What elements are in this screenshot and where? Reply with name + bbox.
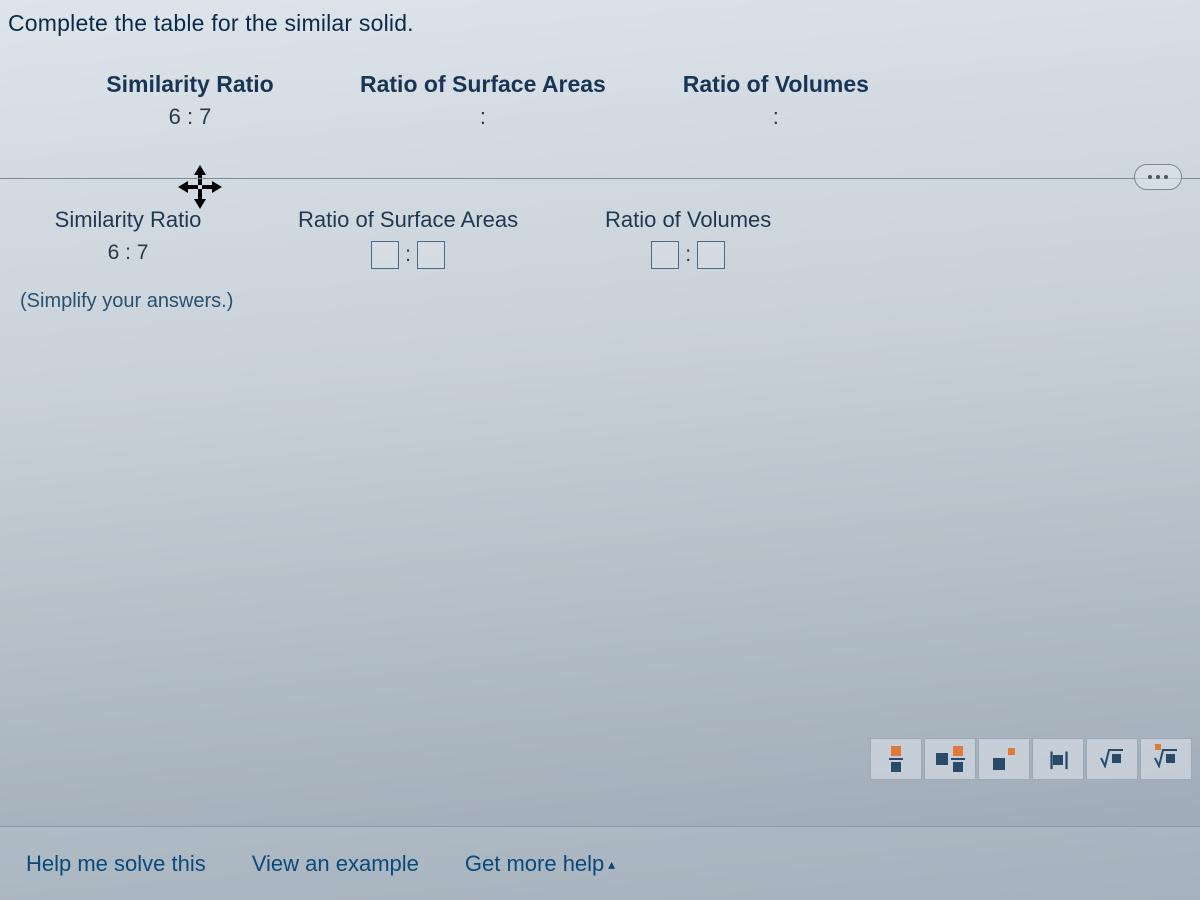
help-me-solve-link[interactable]: Help me solve this [26, 851, 206, 877]
ans-header-volume: Ratio of Volumes [578, 207, 798, 233]
ans-col-volume: Ratio of Volumes : [578, 207, 798, 274]
palette-exponent-button[interactable] [978, 738, 1030, 780]
reference-table: Similarity Ratio 6 : 7 Ratio of Surface … [0, 51, 1200, 140]
question-prompt: Complete the table for the similar solid… [0, 0, 1200, 51]
ans-value-similarity: 6 : 7 [18, 241, 238, 265]
answer-area: Similarity Ratio 6 : 7 Ratio of Surface … [0, 179, 1200, 313]
mixed-fraction-icon [936, 746, 965, 772]
palette-fraction-button[interactable] [870, 738, 922, 780]
palette-nthroot-button[interactable] [1140, 738, 1192, 780]
palette-abs-button[interactable]: || [1032, 738, 1084, 780]
volume-input-right[interactable] [697, 241, 725, 269]
ref-header-similarity: Similarity Ratio [80, 71, 300, 98]
ref-value-volume: : [666, 104, 886, 130]
ref-header-volume: Ratio of Volumes [666, 71, 886, 98]
ans-header-surface-area: Ratio of Surface Areas [298, 207, 518, 233]
math-palette: || [870, 738, 1192, 780]
more-options-button[interactable] [1134, 164, 1182, 190]
nth-root-icon [1153, 746, 1179, 773]
ref-col-surface-area: Ratio of Surface Areas : [360, 71, 606, 130]
ref-value-similarity: 6 : 7 [80, 104, 300, 130]
answer-table: Similarity Ratio 6 : 7 Ratio of Surface … [18, 207, 1200, 274]
ref-col-volume: Ratio of Volumes : [666, 71, 886, 130]
ratio-input-surface-area: : [371, 241, 445, 269]
view-example-link[interactable]: View an example [252, 851, 419, 877]
fraction-icon [889, 746, 903, 772]
surface-area-input-right[interactable] [417, 241, 445, 269]
divider-line [0, 178, 1200, 179]
palette-sqrt-button[interactable] [1086, 738, 1138, 780]
ans-col-similarity: Similarity Ratio 6 : 7 [18, 207, 238, 274]
ratio-separator: : [405, 243, 411, 267]
square-root-icon [1099, 746, 1125, 773]
ref-header-surface-area: Ratio of Surface Areas [360, 71, 606, 98]
ref-col-similarity: Similarity Ratio 6 : 7 [80, 71, 300, 130]
ref-value-surface-area: : [360, 104, 606, 130]
get-more-help-dropdown[interactable]: Get more help [465, 851, 615, 877]
ratio-input-volume: : [651, 241, 725, 269]
absolute-value-icon: || [1049, 749, 1067, 770]
help-toolbar: Help me solve this View an example Get m… [0, 826, 1200, 900]
ans-header-similarity: Similarity Ratio [18, 207, 238, 233]
exponent-icon [993, 748, 1015, 770]
volume-input-left[interactable] [651, 241, 679, 269]
palette-mixed-button[interactable] [924, 738, 976, 780]
ans-col-surface-area: Ratio of Surface Areas : [298, 207, 518, 274]
surface-area-input-left[interactable] [371, 241, 399, 269]
section-divider [0, 178, 1200, 179]
ratio-separator: : [685, 243, 691, 267]
simplify-hint: (Simplify your answers.) [18, 290, 1200, 313]
